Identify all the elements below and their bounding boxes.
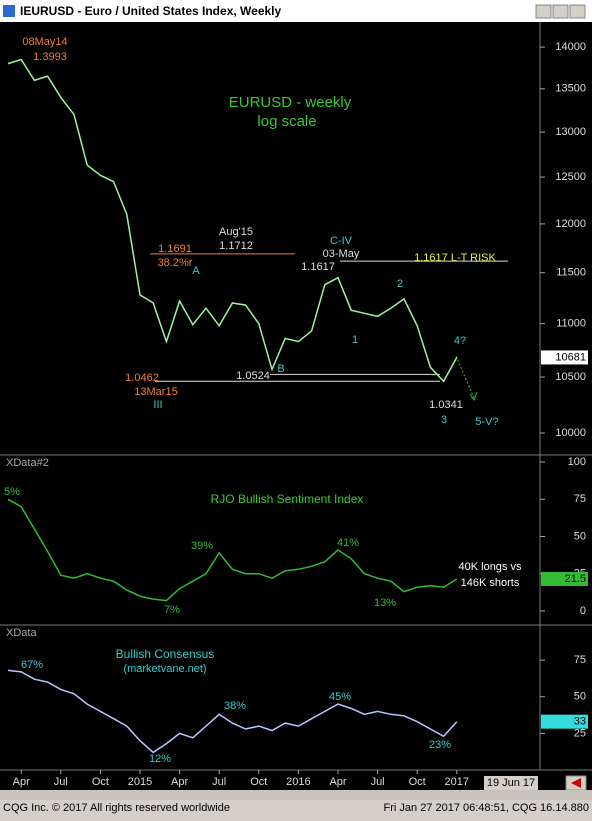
y-tick-label: 25 — [574, 727, 586, 739]
y-tick-label: 11500 — [556, 267, 586, 279]
annotation: 12% — [149, 753, 171, 765]
x-tick-label: Jul — [54, 776, 68, 788]
panel-title: XData#2 — [6, 457, 49, 469]
y-tick-label: 14000 — [555, 41, 586, 53]
minimize-button[interactable] — [535, 4, 552, 19]
y-tick-label: 12000 — [555, 218, 586, 230]
y-tick-label: 75 — [574, 493, 586, 505]
y-tick-label: 0 — [580, 605, 586, 617]
window-title: IEURUSD - Euro / United States Index, We… — [20, 4, 281, 18]
status-bar — [0, 800, 592, 816]
annotation: 2 — [397, 278, 403, 290]
panel-title: XData — [6, 627, 37, 639]
annotation: 5% — [4, 486, 20, 498]
annotation: 1.1712 — [219, 240, 253, 252]
close-button[interactable] — [569, 4, 586, 19]
annotation: 13Mar15 — [134, 386, 177, 398]
last-value-box — [541, 350, 588, 365]
x-tick-label: Oct — [409, 776, 426, 788]
title-bar — [0, 0, 592, 22]
annotation: 1.1691 — [158, 243, 192, 255]
chart-title: EURUSD - weekly — [229, 94, 352, 111]
annotation: 7% — [164, 604, 180, 616]
y-tick-label: 50 — [574, 691, 586, 703]
annotation: 4? — [454, 335, 466, 347]
annotation: 146K shorts — [461, 577, 520, 589]
annotation: 1.0341 — [429, 399, 463, 411]
x-tick-label: 2017 — [445, 776, 469, 788]
last-value-label: 21.5 — [565, 573, 586, 585]
x-tick-label: Oct — [92, 776, 109, 788]
footer-right: Fri Jan 27 2017 06:48:51, CQG 16.14.880 — [384, 802, 589, 814]
annotation: 1 — [352, 334, 358, 346]
y-tick-label: 75 — [574, 654, 586, 666]
annotation: 5-V? — [475, 416, 498, 428]
data-line — [7, 58, 458, 383]
annotation: III — [153, 399, 162, 411]
annotation: Aug'15 — [219, 226, 253, 238]
footer-left: CQG Inc. © 2017 All rights reserved worl… — [3, 802, 230, 814]
projection-arrowhead — [469, 391, 478, 402]
y-tick-label: 11000 — [556, 318, 586, 330]
x-tick-label: Jul — [371, 776, 385, 788]
annotation: C-IV — [330, 235, 353, 247]
data-line — [7, 498, 458, 602]
annotation: 1.0462 — [125, 372, 159, 384]
annotation: 1.3993 — [33, 51, 67, 63]
future-date: 19 Jun 17 — [487, 777, 535, 789]
annotation: 03-May — [323, 248, 360, 260]
y-tick-label: 13000 — [555, 126, 586, 138]
annotation: 3 — [441, 414, 447, 426]
x-tick-label: 2015 — [128, 776, 152, 788]
chart-subtitle: log scale — [257, 113, 316, 130]
annotation: 23% — [429, 739, 451, 751]
x-tick-label: Apr — [13, 776, 30, 788]
app-icon — [3, 5, 15, 17]
chart-subtitle: (marketvane.net) — [123, 663, 206, 675]
last-value-label: 33 — [574, 716, 586, 728]
y-tick-label: 12500 — [555, 171, 586, 183]
data-line — [7, 669, 458, 754]
annotation: 39% — [191, 540, 213, 552]
annotation: 67% — [21, 659, 43, 671]
last-value-label: 10681 — [555, 351, 586, 363]
x-tick-label: 2016 — [286, 776, 310, 788]
future-date-box — [484, 776, 538, 790]
annotation: B — [277, 363, 284, 375]
last-value-box — [541, 714, 588, 729]
last-value-box — [541, 571, 588, 586]
x-tick-label: Apr — [171, 776, 188, 788]
annotation: 13% — [374, 597, 396, 609]
annotation: 41% — [337, 537, 359, 549]
x-tick-label: Oct — [250, 776, 267, 788]
annotation: 38.2%r — [158, 257, 193, 269]
chart-title: RJO Bullish Sentiment Index — [211, 492, 364, 506]
scroll-arrow — [571, 778, 581, 788]
maximize-button[interactable] — [552, 4, 569, 19]
y-tick-label: 50 — [574, 530, 586, 542]
annotation: 08May14 — [22, 36, 67, 48]
annotation: 40K longs vs — [459, 561, 522, 573]
scrollbar[interactable] — [0, 790, 592, 800]
annotation: 1.1617 L-T RISK — [414, 252, 496, 264]
y-tick-label: 10500 — [555, 371, 586, 383]
y-tick-label: 100 — [568, 456, 586, 468]
annotation: 45% — [329, 691, 351, 703]
chart-background — [0, 22, 592, 790]
chart-title: Bullish Consensus — [116, 647, 215, 661]
annotation: 38% — [224, 700, 246, 712]
annotation: 1.1617 — [301, 261, 335, 273]
annotation: A — [192, 265, 200, 277]
y-tick-label: 13500 — [555, 83, 586, 95]
annotation: 1.0524 — [236, 370, 270, 382]
x-tick-label: Apr — [329, 776, 346, 788]
x-tick-label: Jul — [212, 776, 226, 788]
y-tick-label: 10000 — [555, 427, 586, 439]
